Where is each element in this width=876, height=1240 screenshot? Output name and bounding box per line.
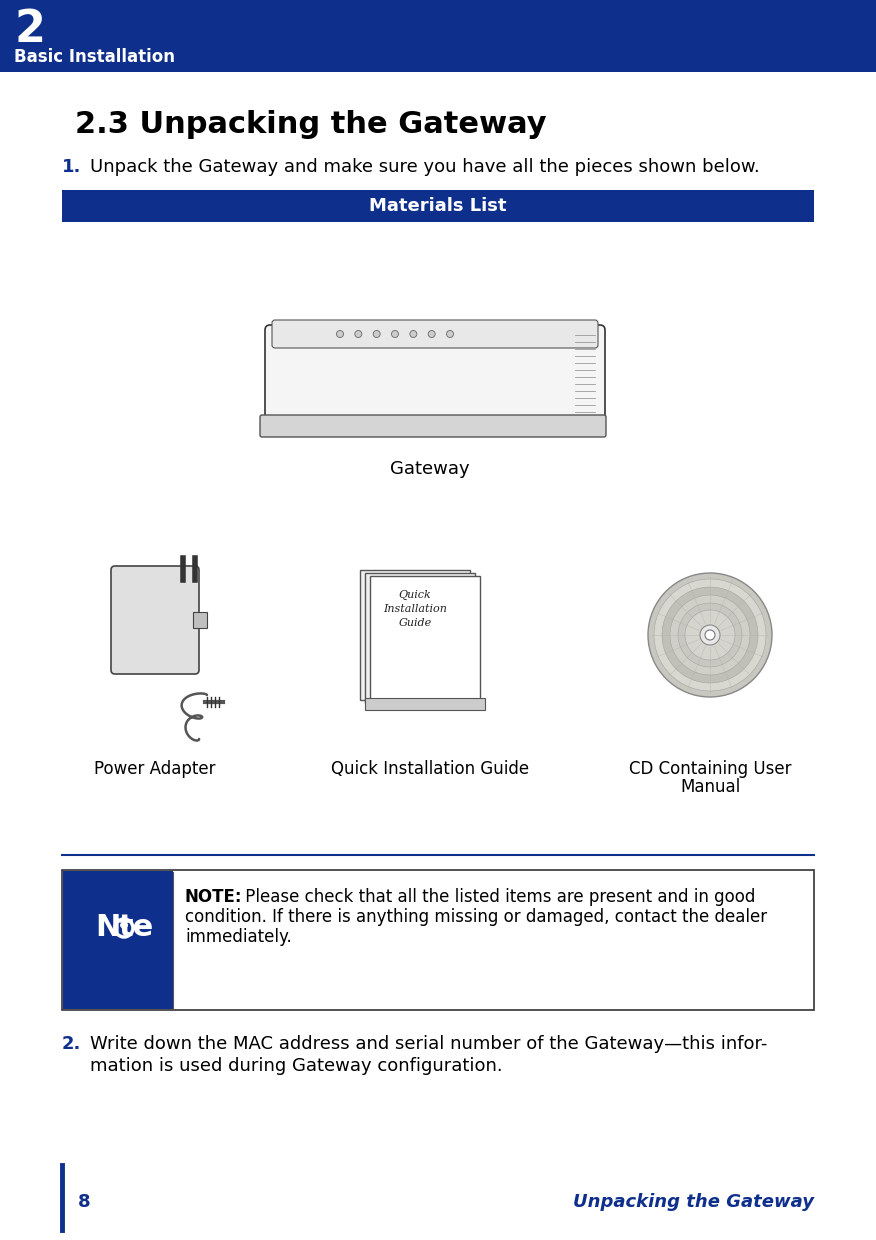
Text: NOTE:: NOTE: [185,888,243,906]
Circle shape [373,331,380,337]
Bar [62,870,814,1011]
Text: Basic Installation: Basic Installation [14,48,175,66]
Circle shape [670,595,750,675]
Text: ♥: ♥ [119,923,129,932]
Text: Quick Installation Guide: Quick Installation Guide [331,760,529,777]
FancyBboxPatch shape [111,565,199,675]
Text: immediately.: immediately. [185,928,292,946]
Circle shape [447,331,454,337]
Text: Quick
Installation
Guide: Quick Installation Guide [383,590,447,629]
Circle shape [700,625,720,645]
Circle shape [428,331,435,337]
Text: Please check that all the listed items are present and in good: Please check that all the listed items a… [240,888,755,906]
Circle shape [355,331,362,337]
Text: 2: 2 [14,7,45,51]
Text: 2.: 2. [62,1035,81,1053]
Circle shape [678,603,742,667]
Text: condition. If there is anything missing or damaged, contact the dealer: condition. If there is anything missing … [185,908,767,926]
Circle shape [648,573,772,697]
Text: te: te [118,914,153,942]
Text: Gateway: Gateway [390,460,470,477]
Text: Write down the MAC address and serial number of the Gateway—this infor-: Write down the MAC address and serial nu… [90,1035,767,1053]
Text: Manual: Manual [680,777,740,796]
Circle shape [410,331,417,337]
Text: Unpack the Gateway and make sure you have all the pieces shown below.: Unpack the Gateway and make sure you hav… [90,157,759,176]
Bar [365,698,485,711]
Bar [63,870,173,1009]
Text: N: N [95,914,121,942]
FancyBboxPatch shape [365,573,475,703]
Text: Unpacking the Gateway: Unpacking the Gateway [573,1193,814,1211]
FancyBboxPatch shape [370,577,480,706]
Circle shape [392,331,399,337]
FancyBboxPatch shape [360,570,470,701]
Bar [62,190,814,222]
Text: 2.3 Unpacking the Gateway: 2.3 Unpacking the Gateway [75,110,547,139]
Circle shape [662,587,758,683]
Text: 8: 8 [78,1193,90,1211]
FancyBboxPatch shape [260,415,606,436]
Text: Power Adapter: Power Adapter [95,760,215,777]
Text: CD Containing User: CD Containing User [629,760,791,777]
Text: mation is used during Gateway configuration.: mation is used during Gateway configurat… [90,1056,503,1075]
Bar [0,0,876,72]
Text: 1.: 1. [62,157,81,176]
Circle shape [336,331,343,337]
Circle shape [654,579,766,691]
FancyBboxPatch shape [272,320,598,348]
Circle shape [705,630,715,640]
Text: Materials List: Materials List [370,197,506,215]
Circle shape [685,610,735,660]
Bar [193,613,207,627]
FancyBboxPatch shape [265,325,605,425]
